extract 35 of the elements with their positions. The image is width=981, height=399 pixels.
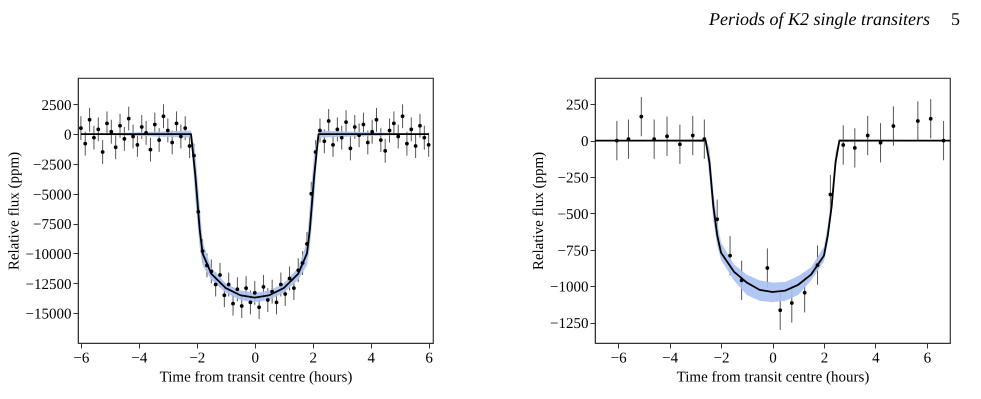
x-tick-label: −4 (662, 350, 679, 366)
y-tick-label: −1250 (550, 316, 588, 332)
y-tick-label: −750 (558, 243, 588, 260)
x-tick-label: −6 (73, 350, 90, 366)
y-tick-label: −2500 (33, 157, 72, 174)
y-tick-label: 0 (581, 134, 588, 150)
x-tick-label: 4 (872, 350, 880, 366)
y-axis-title: Relative flux (ppm) (531, 152, 548, 270)
x-tick-label: 6 (924, 350, 932, 366)
text: 5 (951, 9, 960, 29)
y-tick-label: −10000 (26, 246, 72, 263)
x-tick-label: 0 (252, 350, 260, 366)
y-tick-label: −15000 (26, 306, 72, 323)
x-tick-label: −6 (610, 350, 628, 366)
y-tick-label: 2500 (42, 98, 72, 114)
y-tick-label: −12500 (26, 276, 72, 293)
x-tick-label: −2 (189, 350, 206, 366)
y-tick-label: −250 (558, 170, 588, 187)
y-axis-title: Relative flux (ppm) (6, 152, 23, 270)
y-tick-label: −5000 (33, 187, 72, 204)
x-tick-label: 4 (367, 350, 376, 366)
y-tick-label: −500 (558, 206, 588, 223)
x-tick-label: 0 (769, 350, 777, 366)
y-tick-label: 250 (566, 98, 588, 114)
text: Periods of K2 single transiters (708, 9, 930, 29)
x-tick-label: 2 (309, 350, 317, 366)
x-tick-label: 2 (820, 350, 828, 366)
x-tick-label: −2 (714, 350, 730, 366)
y-tick-label: 0 (64, 128, 72, 144)
x-tick-label: 6 (425, 350, 434, 366)
y-tick-label: −1000 (550, 280, 588, 296)
x-axis-title: Time from transit centre (hours) (676, 370, 870, 386)
x-axis-title: Time from transit centre (hours) (160, 370, 352, 386)
y-tick-label: −7500 (33, 217, 72, 234)
x-tick-label: −4 (131, 350, 148, 366)
